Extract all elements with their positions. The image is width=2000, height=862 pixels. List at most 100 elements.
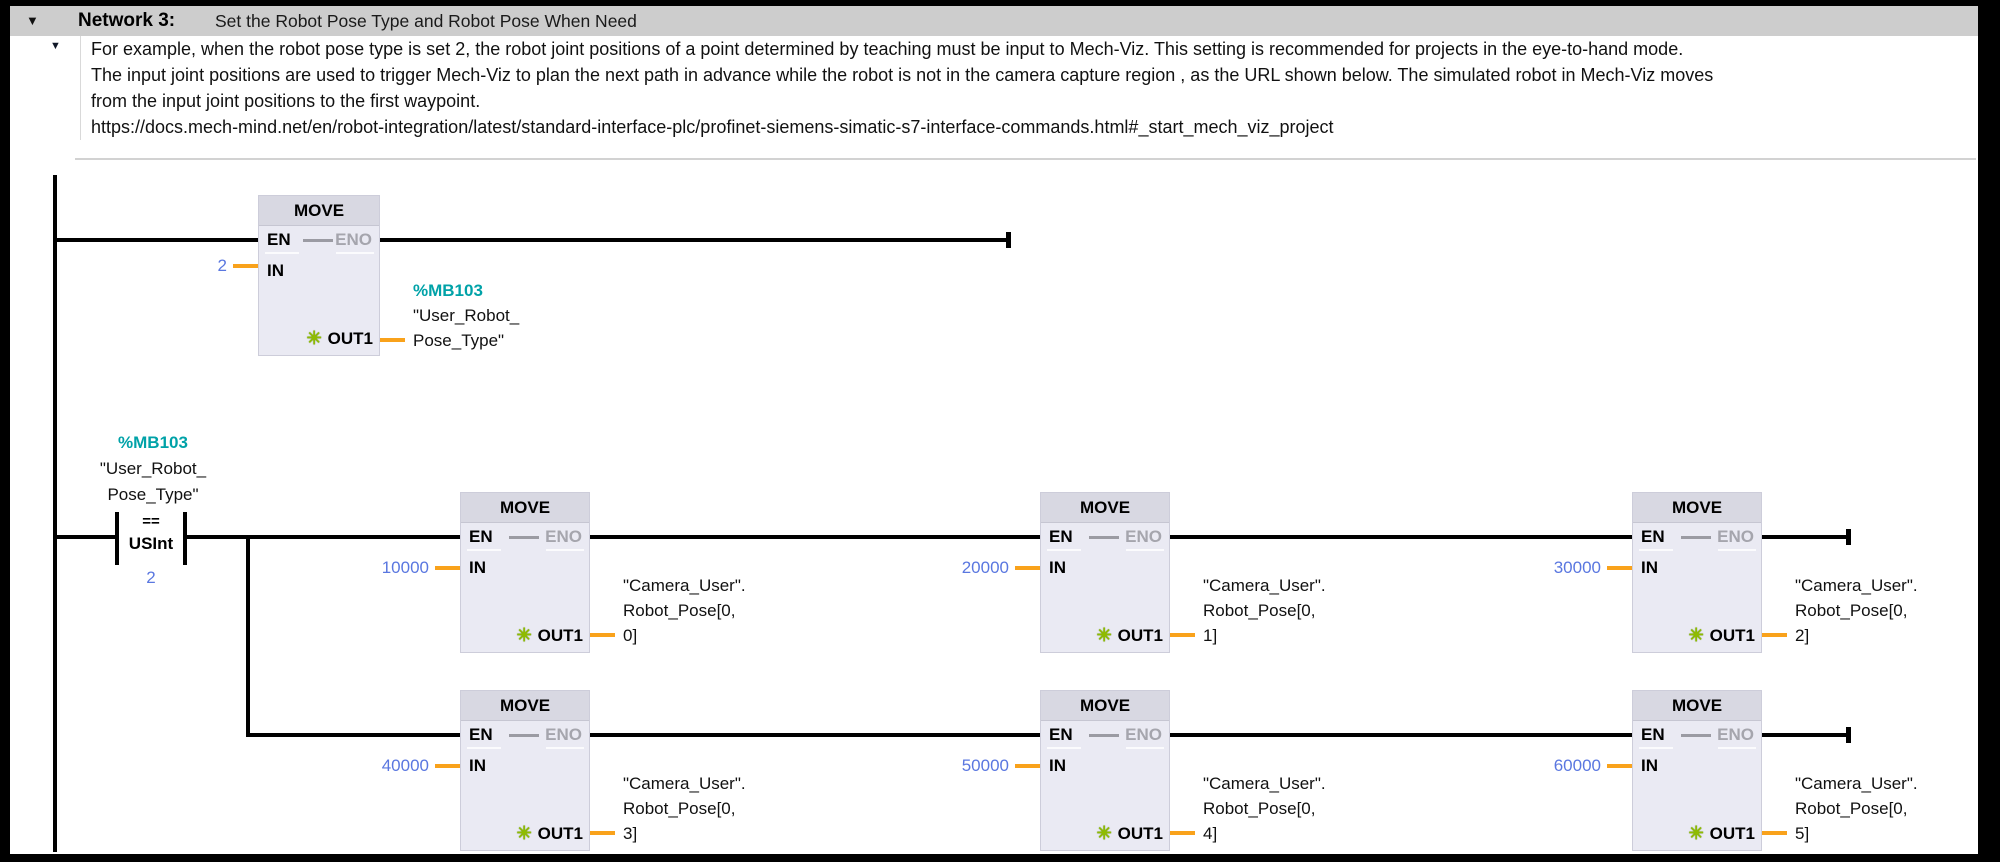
en-pin-label: EN xyxy=(267,230,291,249)
out1-asterisk-icon: ✳ xyxy=(1688,625,1704,645)
out1-asterisk-icon: ✳ xyxy=(1096,625,1112,645)
branch-wire xyxy=(246,733,460,737)
rung-wire xyxy=(53,535,115,539)
comment-line: The input joint positions are used to tr… xyxy=(91,65,1714,85)
wire-end-tick xyxy=(1846,529,1851,545)
in-value[interactable]: 60000 xyxy=(1553,756,1601,775)
out-operand[interactable]: %MB103 "User_Robot_ Pose_Type" xyxy=(413,278,519,353)
rung-wire xyxy=(1762,733,1848,737)
in-pin-stub xyxy=(1607,764,1632,768)
en-eno-connector xyxy=(303,239,333,242)
compare-value[interactable]: 2 xyxy=(146,568,156,587)
en-pin-label: EN xyxy=(1641,527,1665,546)
contact-right-bar xyxy=(183,512,187,565)
out1-pin-label: OUT1 xyxy=(537,824,583,843)
operand-line: "User_Robot_ xyxy=(413,306,520,325)
comment-collapse-icon[interactable]: ▼ xyxy=(50,40,61,52)
operand-line: "Camera_User". xyxy=(623,576,746,595)
wire-end-tick xyxy=(1006,232,1011,248)
in-pin-label: IN xyxy=(1641,558,1658,577)
block-title: MOVE xyxy=(1041,691,1169,721)
eno-pin-label: ENO xyxy=(1717,527,1754,546)
operand-line: "Camera_User". xyxy=(1203,576,1326,595)
in-value[interactable]: 40000 xyxy=(381,756,429,775)
comment-url: https://docs.mech-mind.net/en/robot-inte… xyxy=(91,117,1334,137)
network-comment[interactable]: For example, when the robot pose type is… xyxy=(80,36,1713,140)
out1-pin-label: OUT1 xyxy=(537,626,583,645)
out-operand[interactable]: "Camera_User". Robot_Pose[0, 5] xyxy=(1795,771,1918,846)
en-eno-connector xyxy=(509,536,539,539)
operand-line: Robot_Pose[0, xyxy=(1795,799,1908,818)
en-pin-underline xyxy=(1639,747,1673,749)
in-pin-label: IN xyxy=(469,756,486,775)
en-pin-underline xyxy=(1047,549,1081,551)
in-pin-label: IN xyxy=(469,558,486,577)
out1-asterisk-icon: ✳ xyxy=(516,823,532,843)
network-canvas: ▼ Network 3: Set the Robot Pose Type and… xyxy=(10,6,1978,854)
out-operand[interactable]: "Camera_User". Robot_Pose[0, 4] xyxy=(1203,771,1326,846)
power-rail xyxy=(53,175,57,852)
out-operand[interactable]: "Camera_User". Robot_Pose[0, 3] xyxy=(623,771,746,846)
move-block[interactable]: MOVE EN ENO IN ✳ OUT1 xyxy=(258,195,380,356)
out1-asterisk-icon: ✳ xyxy=(306,328,322,348)
out-operand[interactable]: "Camera_User". Robot_Pose[0, 0] xyxy=(623,573,746,648)
move-block[interactable]: MOVE EN ENO IN ✳ OUT1 xyxy=(1040,690,1170,851)
en-pin-underline xyxy=(1047,747,1081,749)
operand-line: Robot_Pose[0, xyxy=(1203,601,1316,620)
rung-wire xyxy=(1170,733,1632,737)
network-title: Network 3: xyxy=(78,10,176,31)
eno-pin-label: ENO xyxy=(545,527,582,546)
operand-line: Pose_Type" xyxy=(107,485,199,504)
in-value[interactable]: 10000 xyxy=(381,558,429,577)
out1-pin-label: OUT1 xyxy=(1709,626,1755,645)
operand-line: "Camera_User". xyxy=(1795,774,1918,793)
move-block[interactable]: MOVE EN ENO IN ✳ OUT1 xyxy=(460,492,590,653)
operand-line: 3] xyxy=(623,824,638,843)
move-block[interactable]: MOVE EN ENO IN ✳ OUT1 xyxy=(1040,492,1170,653)
compare-data-type[interactable]: USInt xyxy=(128,534,174,553)
block-title: MOVE xyxy=(1041,493,1169,523)
en-pin-underline xyxy=(1639,549,1673,551)
block-title: MOVE xyxy=(461,691,589,721)
in-pin-label: IN xyxy=(1641,756,1658,775)
operand-address: %MB103 xyxy=(118,433,188,452)
en-pin-label: EN xyxy=(469,725,493,744)
in-pin-label: IN xyxy=(1049,756,1066,775)
block-title: MOVE xyxy=(1633,691,1761,721)
in-value[interactable]: 2 xyxy=(217,256,227,275)
move-block[interactable]: MOVE EN ENO IN ✳ OUT1 xyxy=(1632,690,1762,851)
in-value[interactable]: 20000 xyxy=(961,558,1009,577)
en-pin-label: EN xyxy=(469,527,493,546)
in-value[interactable]: 30000 xyxy=(1553,558,1601,577)
operand-line: Robot_Pose[0, xyxy=(1203,799,1316,818)
network-collapse-icon[interactable]: ▼ xyxy=(26,13,39,28)
operand-line: "Camera_User". xyxy=(623,774,746,793)
en-pin-underline xyxy=(467,549,501,551)
operand-line: Robot_Pose[0, xyxy=(623,799,736,818)
out-operand[interactable]: "Camera_User". Robot_Pose[0, 2] xyxy=(1795,573,1918,648)
eno-pin-label: ENO xyxy=(1125,725,1162,744)
operand-line: Pose_Type" xyxy=(413,331,505,350)
network-header-bar[interactable]: ▼ Network 3: Set the Robot Pose Type and… xyxy=(10,6,1978,36)
contact-operand[interactable]: %MB103 "User_Robot_ Pose_Type" xyxy=(71,430,235,508)
compare-operator[interactable]: == xyxy=(142,513,160,530)
out-operand[interactable]: "Camera_User". Robot_Pose[0, 1] xyxy=(1203,573,1326,648)
operand-line: 4] xyxy=(1203,824,1218,843)
move-block[interactable]: MOVE EN ENO IN ✳ OUT1 xyxy=(460,690,590,851)
operand-line: 0] xyxy=(623,626,638,645)
in-pin-label: IN xyxy=(267,261,284,280)
rung-wire xyxy=(187,535,460,539)
operand-line: "User_Robot_ xyxy=(99,459,207,478)
out1-pin-label: OUT1 xyxy=(1117,824,1163,843)
operand-line: "Camera_User". xyxy=(1203,774,1326,793)
in-value[interactable]: 50000 xyxy=(961,756,1009,775)
in-pin-stub xyxy=(1015,764,1040,768)
move-block[interactable]: MOVE EN ENO IN ✳ OUT1 xyxy=(1632,492,1762,653)
eno-pin-underline xyxy=(1126,549,1164,551)
rung-wire xyxy=(1762,535,1848,539)
network-subtitle: Set the Robot Pose Type and Robot Pose W… xyxy=(215,11,637,31)
operand-line: Robot_Pose[0, xyxy=(1795,601,1908,620)
contact-left-bar xyxy=(115,512,119,565)
en-eno-connector xyxy=(1089,734,1119,737)
